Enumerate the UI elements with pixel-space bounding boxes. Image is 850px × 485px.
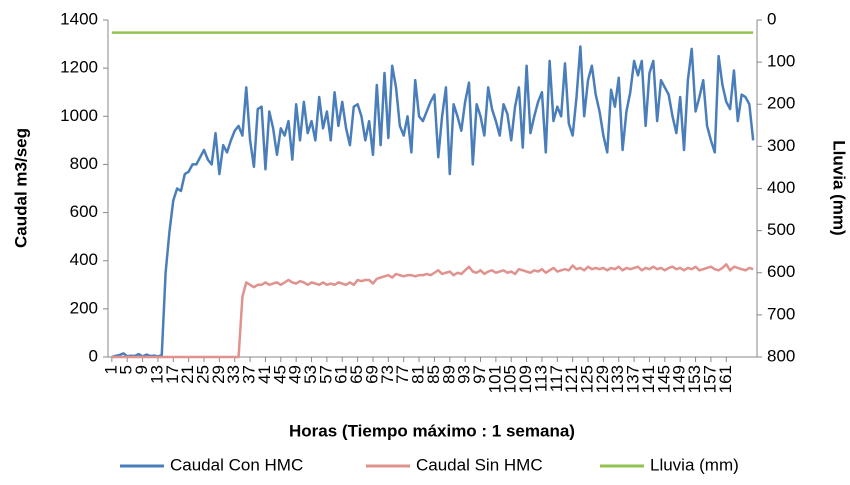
x-tick-label: 5	[117, 365, 136, 374]
y2-tick-label: 800	[767, 346, 795, 365]
x-tick-label: 29	[209, 365, 228, 384]
x-tick-label: 149	[670, 365, 689, 393]
y2-tick-label: 100	[767, 52, 795, 71]
y-tick-label: 600	[70, 202, 98, 221]
x-tick-label: 17	[163, 365, 182, 384]
x-tick-label: 105	[501, 365, 520, 393]
x-tick-label: 13	[147, 365, 166, 384]
legend-label: Lluvia (mm)	[650, 455, 739, 474]
x-axis-title: Horas (Tiempo máximo : 1 semana)	[289, 421, 575, 440]
x-tick-label: 9	[132, 365, 151, 374]
x-tick-label: 33	[224, 365, 243, 384]
x-tick-label: 57	[316, 365, 335, 384]
x-tick-label: 65	[347, 365, 366, 384]
series-line	[111, 263, 754, 359]
x-tick-label: 145	[654, 365, 673, 393]
x-tick-label: 37	[240, 365, 259, 384]
x-tick-label: 41	[255, 365, 274, 384]
x-tick-label: 117	[547, 365, 566, 392]
x-tick-label: 73	[378, 365, 397, 384]
y2-tick-label: 400	[767, 178, 795, 197]
x-tick-label: 137	[624, 365, 643, 393]
x-tick-label: 45	[270, 365, 289, 384]
y2-tick-label: 700	[767, 304, 795, 323]
y-tick-label: 800	[70, 154, 98, 173]
x-tick-label: 61	[332, 365, 351, 384]
x-tick-label: 81	[409, 365, 428, 384]
x-tick-label: 141	[639, 365, 658, 393]
x-tick-label: 129	[593, 365, 612, 393]
x-tick-label: 21	[178, 365, 197, 384]
x-tick-label: 109	[516, 365, 535, 393]
x-tick-label: 93	[455, 365, 474, 384]
y-tick-label: 1400	[60, 9, 98, 28]
y-tick-label: 0	[89, 346, 98, 365]
series-line	[111, 45, 755, 359]
x-tick-label: 69	[362, 365, 381, 384]
y-tick-label: 200	[70, 298, 98, 317]
y2-tick-label: 200	[767, 94, 795, 113]
y-axis-title: Caudal m3/seg	[11, 128, 30, 248]
y2-tick-label: 600	[767, 262, 795, 281]
x-tick-label: 77	[393, 365, 412, 384]
x-tick-label: 1	[101, 365, 120, 374]
y2-tick-label: 300	[767, 136, 795, 155]
x-tick-label: 25	[193, 365, 212, 384]
x-tick-label: 53	[301, 365, 320, 384]
y2-axis-title: Lluvia (mm)	[830, 140, 849, 235]
x-tick-label: 49	[286, 365, 305, 384]
x-tick-label: 157	[700, 365, 719, 393]
y2-tick-label: 0	[767, 9, 776, 28]
x-tick-label: 101	[485, 365, 504, 393]
x-tick-label: 153	[685, 365, 704, 393]
legend-label: Caudal Con HMC	[170, 455, 303, 474]
y-tick-label: 400	[70, 250, 98, 269]
x-tick-label: 133	[608, 365, 627, 393]
x-tick-label: 121	[562, 365, 581, 393]
x-tick-label: 161	[716, 365, 735, 393]
y2-tick-label: 500	[767, 220, 795, 239]
x-tick-label: 113	[531, 365, 550, 392]
x-tick-label: 85	[424, 365, 443, 384]
y-tick-label: 1000	[60, 106, 98, 125]
x-tick-label: 89	[439, 365, 458, 384]
x-tick-label: 125	[578, 365, 597, 393]
x-tick-label: 97	[470, 365, 489, 384]
legend-label: Caudal Sin HMC	[416, 455, 543, 474]
y-tick-label: 1200	[60, 58, 98, 77]
